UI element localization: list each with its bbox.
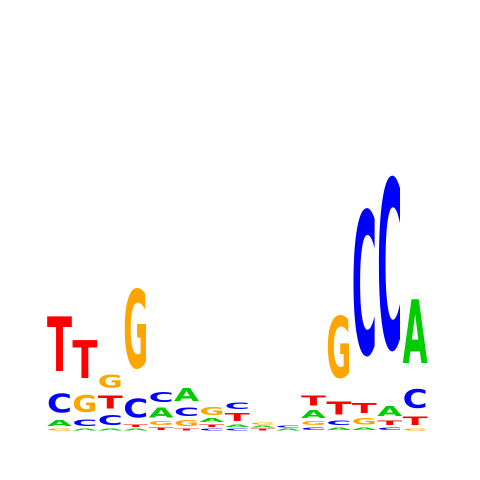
logo-letter-g: G — [98, 371, 123, 392]
logo-letter-c: C — [98, 413, 123, 428]
logo-letter-c: C — [123, 394, 148, 424]
logo-letter-c: C — [47, 390, 72, 420]
logo-letter-t: T — [47, 301, 72, 389]
logo-letter-a: A — [149, 405, 174, 420]
logo-letter-c: C — [174, 405, 199, 419]
logo-letter-c: C — [199, 428, 224, 431]
logo-letter-t: T — [250, 428, 275, 431]
logo-letter-a: A — [352, 427, 377, 431]
logo-letter-g: G — [326, 299, 351, 397]
logo-letter-t: T — [403, 415, 429, 428]
logo-letter-t: T — [301, 394, 326, 409]
logo-letter-g: G — [72, 391, 97, 418]
logo-letter-g: G — [403, 428, 428, 431]
logo-letter-a: A — [123, 428, 148, 431]
logo-letter-t: T — [174, 428, 199, 431]
logo-letter-c: C — [225, 428, 250, 431]
logo-letter-c: C — [301, 427, 326, 431]
logo-letter-a: A — [225, 424, 250, 428]
logo-letter-t: T — [199, 424, 224, 428]
logo-letter-a: A — [72, 428, 97, 431]
logo-letter-c: C — [403, 385, 428, 415]
logo-letter-c: C — [326, 419, 351, 427]
logo-letter-a: A — [326, 427, 351, 431]
logo-letter-t: T — [352, 402, 377, 417]
logo-letter-a: A — [403, 282, 428, 384]
logo-letter-g: G — [174, 419, 199, 428]
logo-letter-t: T — [72, 329, 97, 390]
logo-column-10: AC — [276, 425, 301, 431]
logo-letter-g: G — [199, 406, 224, 418]
logo-letter-g: G — [123, 268, 148, 393]
logo-letter-a: A — [250, 425, 275, 428]
logo-letter-g: G — [149, 421, 174, 427]
logo-letter-a: A — [276, 428, 301, 431]
logo-letter-a: A — [98, 428, 123, 431]
logo-letter-c: C — [72, 417, 97, 428]
logo-letter-c: C — [149, 391, 174, 406]
logo-letter-c: C — [377, 427, 402, 431]
logo-letter-c: C — [225, 401, 250, 412]
logo-letter-g: G — [352, 416, 377, 426]
logo-letter-c: C — [377, 134, 402, 404]
logo-letter-g: G — [301, 421, 326, 427]
logo-letter-a: A — [174, 385, 200, 406]
logo-letter-t: T — [123, 424, 148, 428]
logo-letter-a: A — [301, 408, 327, 420]
logo-letter-g: G — [250, 422, 275, 425]
logo-letter-g: G — [47, 428, 72, 431]
logo-letter-c: C — [352, 173, 377, 402]
logo-letter-a: A — [199, 418, 224, 424]
logo-letter-c: C — [276, 425, 301, 428]
logo-letter-a: A — [377, 404, 402, 419]
logo-letter-t: T — [326, 398, 351, 419]
logo-letter-a: A — [47, 419, 73, 428]
logo-column-9: TAG — [250, 422, 275, 431]
logo-letter-t: T — [98, 392, 123, 413]
logo-letter-t: T — [377, 419, 402, 426]
logo-letter-t: T — [225, 412, 251, 424]
logo-letter-t: T — [149, 427, 174, 431]
